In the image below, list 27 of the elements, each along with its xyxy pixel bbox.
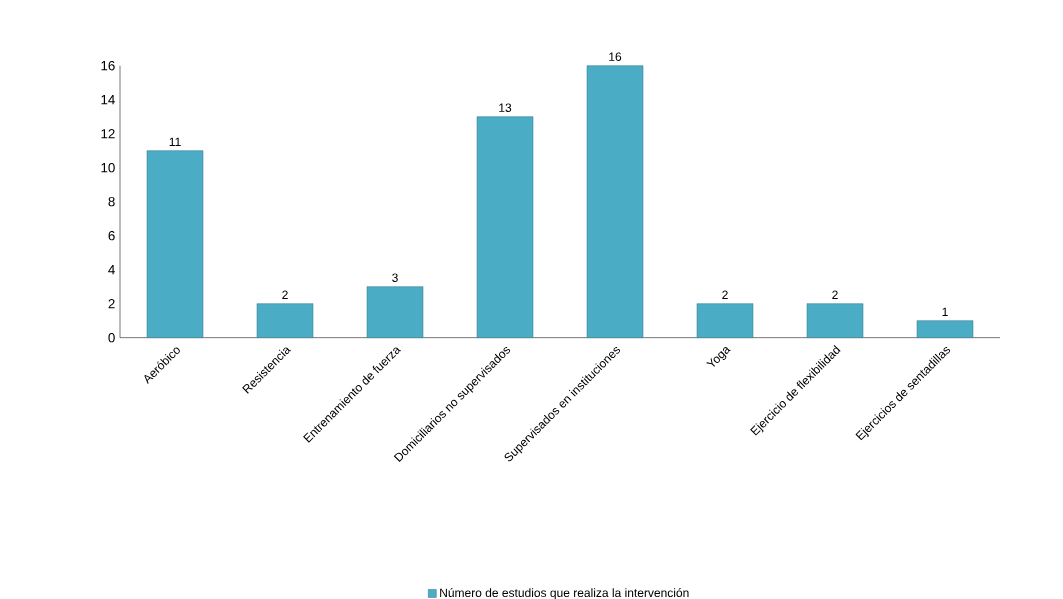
data-label: 2 <box>832 290 838 299</box>
data-label: 3 <box>392 273 398 282</box>
bar <box>916 320 974 338</box>
y-tick-label: 10 <box>101 162 115 173</box>
y-tick-label: 6 <box>108 230 115 241</box>
y-tick-label: 12 <box>101 129 115 139</box>
bar <box>696 303 754 338</box>
y-tick-label: 0 <box>108 332 115 343</box>
x-tick-label: Yoga <box>706 347 731 367</box>
legend-label: Número de estudios que realiza la intervención <box>440 588 689 599</box>
bar <box>146 150 204 338</box>
data-label: 13 <box>499 103 512 112</box>
bar <box>366 286 424 338</box>
data-label: 2 <box>282 290 288 299</box>
data-label: 2 <box>722 290 728 299</box>
bar <box>586 65 644 338</box>
y-tick-label: 4 <box>108 265 115 275</box>
y-tick-label: 8 <box>108 196 115 207</box>
bar <box>256 303 314 338</box>
y-tick-label: 2 <box>108 299 115 309</box>
y-tick-label: 14 <box>101 95 115 105</box>
y-tick-label: 16 <box>101 60 115 71</box>
data-label: 1 <box>942 307 948 316</box>
data-label: 11 <box>169 137 181 146</box>
bar <box>806 303 864 338</box>
bar <box>476 116 534 338</box>
data-label: 16 <box>609 52 622 61</box>
